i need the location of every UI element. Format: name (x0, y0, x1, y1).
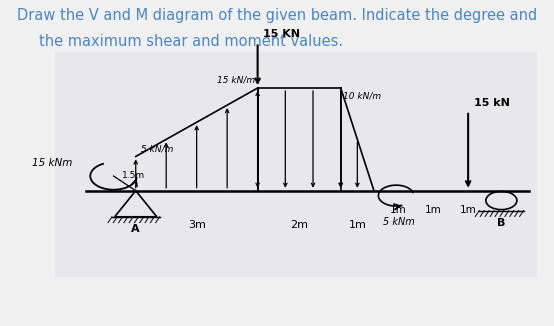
Text: 10 kN/m: 10 kN/m (343, 91, 382, 100)
Text: 15 kN: 15 kN (474, 97, 510, 108)
Text: Draw the V and M diagram of the given beam. Indicate the degree and: Draw the V and M diagram of the given be… (17, 8, 537, 23)
Text: 1.5m: 1.5m (122, 171, 145, 180)
Text: 2m: 2m (290, 220, 308, 230)
Text: 15 kN/m: 15 kN/m (217, 76, 255, 85)
Text: 5 kN/m: 5 kN/m (141, 144, 173, 153)
Text: 1m: 1m (348, 220, 366, 230)
Text: B: B (497, 218, 506, 228)
FancyBboxPatch shape (55, 52, 537, 277)
Text: 5 kNm: 5 kNm (383, 217, 415, 227)
Text: the maximum shear and moment values.: the maximum shear and moment values. (39, 34, 343, 49)
Text: 15 kNm: 15 kNm (33, 158, 73, 168)
Text: 1m: 1m (389, 205, 406, 215)
Text: 3m: 3m (188, 220, 206, 230)
Text: A: A (131, 224, 140, 234)
Text: 1m: 1m (425, 205, 442, 215)
Text: 15 KN: 15 KN (263, 29, 300, 39)
Text: 1m: 1m (460, 205, 476, 215)
